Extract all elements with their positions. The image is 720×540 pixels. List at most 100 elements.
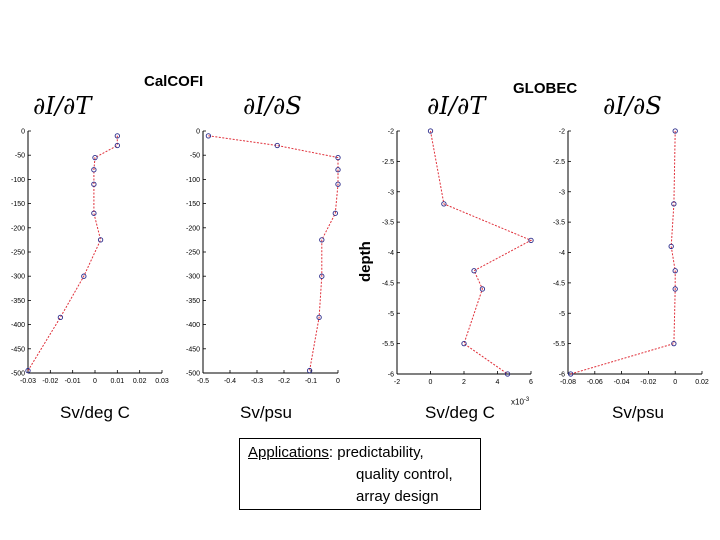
panel-2-data-point bbox=[205, 133, 212, 139]
panel-2-data-point bbox=[319, 273, 325, 279]
panel-2-data-point bbox=[306, 367, 313, 374]
panel-4-data-point bbox=[672, 268, 678, 274]
panel-2-x-tick-label: -0.5 bbox=[197, 378, 209, 385]
panel-3-exponent-power: -3 bbox=[523, 397, 530, 403]
panel-3-x-tick-label: 4 bbox=[496, 379, 500, 386]
panel-2-y-tick-label: 0 bbox=[196, 129, 200, 136]
panel-1-y-tick-label: -150 bbox=[11, 201, 25, 208]
panel-1-x-tick-label: 0.02 bbox=[133, 378, 147, 385]
panel-2-y-tick-label: -250 bbox=[186, 250, 200, 257]
panel-1-x-tick-label: -0.01 bbox=[65, 378, 81, 385]
panel-2-y-tick-label: -200 bbox=[186, 225, 200, 232]
panel-1-y-tick-label: -350 bbox=[11, 298, 25, 305]
panel-3-x-tick-label: 2 bbox=[462, 379, 466, 386]
panel-3-heading: ∂I/∂T bbox=[427, 92, 486, 120]
panel-2-x-tick-label: 0 bbox=[336, 378, 340, 385]
panel-2-unit-label: Sv/psu bbox=[240, 403, 292, 422]
panel-3-data-point bbox=[471, 268, 477, 274]
panel-1-x-tick-label: -0.03 bbox=[20, 378, 36, 385]
panel-3-y-tick-label: -4.5 bbox=[382, 280, 394, 287]
panel-2-heading: ∂I/∂S bbox=[243, 92, 302, 120]
panel-4-y-tick-label: -4.5 bbox=[553, 280, 565, 287]
panel-3-y-tick-label: -4 bbox=[388, 250, 394, 257]
panel-3-unit-label: Sv/deg C bbox=[425, 403, 495, 422]
panel-1-x-tick-label: -0.02 bbox=[42, 378, 58, 385]
panel-1-data-point bbox=[92, 154, 98, 161]
panel-1-x-tick-label: 0.03 bbox=[155, 378, 169, 385]
panel-4-data-point bbox=[668, 243, 674, 250]
applications-line-1: Applications: predictability, bbox=[248, 442, 424, 464]
panel-2-data-point bbox=[319, 237, 325, 243]
panel-1-x-tick-label: 0 bbox=[93, 378, 97, 385]
panel-1-y-tick-label: -300 bbox=[11, 274, 25, 281]
panel-1-y-tick-label: 0 bbox=[21, 129, 25, 136]
panel-2-y-tick-label: -300 bbox=[186, 274, 200, 281]
panel-4-y-tick-label: -3 bbox=[559, 189, 565, 196]
panel-4-x-tick-label: -0.08 bbox=[560, 379, 576, 386]
panel-2-y-tick-label: -400 bbox=[186, 322, 200, 329]
panel-3-x-tick-label: 6 bbox=[529, 379, 533, 386]
applications-line-1-rest: : predictability, bbox=[328, 444, 424, 461]
panel-1-x-tick-label: 0.01 bbox=[111, 378, 125, 385]
panel-4-x-tick-label: -0.04 bbox=[614, 379, 630, 386]
panel-4-heading: ∂I/∂S bbox=[603, 92, 662, 120]
panel-2-x-tick-label: -0.1 bbox=[305, 378, 317, 385]
panel-4-data-point bbox=[672, 128, 678, 134]
panel-2-y-tick-label: -450 bbox=[186, 346, 200, 353]
panel-1-y-tick-label: -250 bbox=[11, 250, 25, 257]
panel-2-series-line bbox=[208, 135, 339, 371]
panel-2-data-point bbox=[335, 181, 341, 187]
panel-4-data-point bbox=[672, 286, 678, 292]
panel-3-series-line bbox=[430, 130, 533, 375]
applications-heading: Applications bbox=[248, 444, 329, 461]
applications-box: Applications: predictability, quality co… bbox=[239, 438, 481, 510]
panel-2-x-tick-label: -0.4 bbox=[224, 378, 236, 385]
panel-2-x-tick-label: -0.3 bbox=[251, 378, 263, 385]
panel-2-y-tick-label: -350 bbox=[186, 298, 200, 305]
panel-3-y-tick-label: -3 bbox=[388, 189, 394, 196]
panel-2-data-point bbox=[335, 154, 341, 161]
panel-4-x-tick-label: 0.02 bbox=[695, 379, 709, 386]
panel-1-data-point bbox=[81, 273, 87, 279]
panel-1-y-tick-label: -450 bbox=[11, 346, 25, 353]
panel-3-y-tick-label: -6 bbox=[388, 372, 394, 379]
applications-line-2: quality control, bbox=[356, 466, 453, 483]
panel-1-data-point bbox=[114, 133, 120, 139]
panel-4-data-point bbox=[671, 340, 677, 347]
panel-3-data-point bbox=[479, 286, 486, 292]
panel-2-data-point bbox=[332, 210, 338, 216]
panel-2-y-tick-label: -150 bbox=[186, 201, 200, 208]
panel-4-y-tick-label: -4 bbox=[559, 250, 565, 257]
panel-4-y-tick-label: -5.5 bbox=[553, 341, 565, 348]
panel-3-data-point bbox=[441, 201, 447, 207]
panel-3-y-tick-label: -5 bbox=[388, 311, 394, 318]
panel-4-data-point bbox=[568, 371, 574, 377]
panel-1-data-point bbox=[25, 367, 31, 374]
panel-3-data-point bbox=[528, 237, 534, 244]
panel-4-y-tick-label: -6 bbox=[559, 372, 565, 379]
panel-1-y-tick-label: -500 bbox=[11, 371, 25, 378]
panel-2-x-tick-label: -0.2 bbox=[278, 378, 290, 385]
panel-1-heading: ∂I/∂T bbox=[33, 92, 92, 120]
panel-4-y-tick-label: -2 bbox=[559, 129, 565, 136]
panel-3-x-tick-label: -2 bbox=[394, 379, 400, 386]
panel-1-data-point bbox=[114, 142, 120, 149]
panel-4-x-tick-label: -0.06 bbox=[587, 379, 603, 386]
panel-3-data-point bbox=[427, 128, 434, 134]
panel-1-data-point bbox=[91, 167, 97, 173]
calcofi-title: CalCOFI bbox=[144, 73, 204, 90]
panel-3-y-tick-label: -2 bbox=[388, 129, 394, 136]
panel-1-y-tick-label: -400 bbox=[11, 322, 25, 329]
panel-4-data-point bbox=[671, 201, 677, 207]
panel-2-data-point bbox=[335, 167, 341, 173]
panel-1-data-point bbox=[91, 210, 97, 216]
panel-3-data-point bbox=[461, 340, 467, 347]
panel-3-exponent: x10-3 bbox=[511, 397, 529, 407]
panel-4-y-tick-label: -2.5 bbox=[553, 159, 565, 166]
panel-3-data-point bbox=[504, 371, 511, 377]
panel-3-y-tick-label: -5.5 bbox=[382, 341, 394, 348]
panel-3-exponent-base: x10 bbox=[511, 397, 524, 407]
panel-1-data-point bbox=[91, 181, 97, 187]
panel-4-x-tick-label: 0 bbox=[673, 379, 677, 386]
